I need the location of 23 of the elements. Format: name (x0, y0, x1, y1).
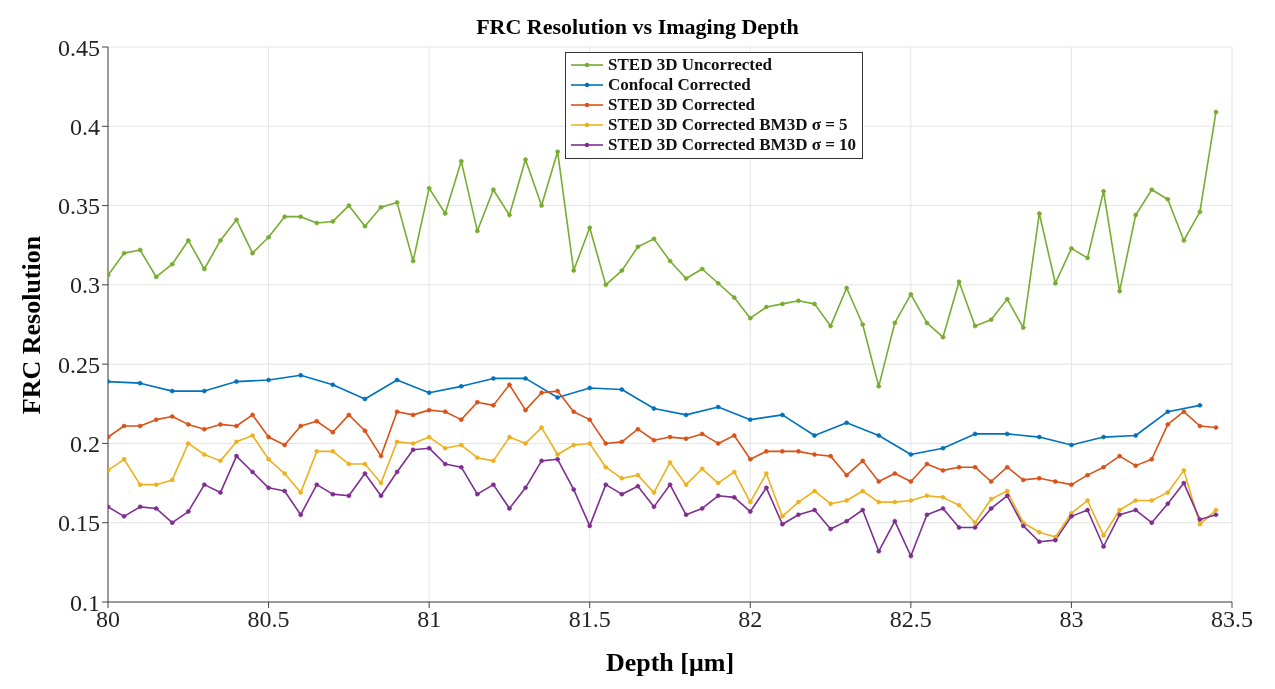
y-tick-label: 0.4 (70, 113, 100, 140)
legend-label: STED 3D Uncorrected (608, 55, 772, 75)
y-tick-label: 0.15 (58, 510, 100, 537)
x-tick-label: 83.5 (1211, 606, 1253, 633)
y-tick-label: 0.2 (70, 430, 100, 457)
x-tick-label: 82 (738, 606, 763, 633)
x-tick-label: 81 (417, 606, 442, 633)
y-axis-title: FRC Resolution (17, 235, 47, 414)
legend-label: STED 3D Corrected BM3D σ = 10 (608, 135, 857, 155)
x-tick-label: 81.5 (568, 606, 611, 633)
chart-title: FRC Resolution vs Imaging Depth (476, 14, 799, 39)
x-tick-label: 80 (96, 606, 120, 633)
legend-label: STED 3D Corrected BM3D σ = 5 (608, 115, 848, 135)
y-tick-label: 0.45 (58, 34, 100, 61)
y-tick-label: 0.3 (70, 272, 100, 299)
legend-label: STED 3D Corrected (608, 95, 755, 115)
x-tick-label: 83 (1059, 606, 1084, 633)
x-axis-title: Depth [μm] (604, 648, 736, 678)
x-tick-label: 80.5 (247, 606, 290, 633)
x-tick-label: 82.5 (889, 606, 932, 633)
legend-label: Confocal Corrected (608, 75, 751, 95)
y-tick-label: 0.35 (58, 193, 100, 220)
y-tick-label: 0.25 (58, 351, 100, 378)
